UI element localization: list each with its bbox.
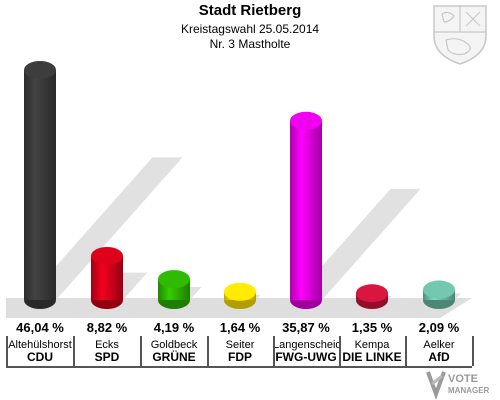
candidate-label-fdp: Seiter <box>225 339 255 351</box>
label-divider <box>472 336 474 366</box>
value-label-spd: 8,82 % <box>86 320 128 335</box>
party-label-fwg-uwg: FWG-UWG <box>275 350 337 364</box>
label-baseline <box>6 366 472 368</box>
label-divider <box>339 336 341 366</box>
candidate-label-afd: Aelker <box>423 339 455 351</box>
value-label-cdu: 46,04 % <box>16 320 64 335</box>
candidate-label-gr-ne: Goldbeck <box>150 339 198 351</box>
bar-die-linke <box>356 284 388 309</box>
party-label-spd: SPD <box>94 350 120 364</box>
candidate-label-spd: Ecks <box>95 339 119 351</box>
bar-afd <box>423 280 455 309</box>
label-divider <box>6 336 8 366</box>
bar-fwg-uwg <box>290 111 322 309</box>
votemanager-logo: VOTE MANAGER <box>426 371 490 400</box>
party-label-afd: AfD <box>428 350 450 364</box>
bar-spd <box>91 246 123 309</box>
value-label-afd: 2,09 % <box>418 320 460 335</box>
party-label-die-linke: DIE LINKE <box>342 350 402 364</box>
coat-of-arms-icon <box>433 5 487 65</box>
label-divider <box>207 336 209 366</box>
label-divider <box>73 336 75 366</box>
bar-gr-ne <box>158 270 190 309</box>
value-label-fwg-uwg: 35,87 % <box>282 320 330 335</box>
logo-text-manager: MANAGER <box>448 386 490 395</box>
bar-shadow-cdu <box>26 157 183 300</box>
chart-subtitle: Kreistagswahl 25.05.2014 <box>180 22 320 36</box>
label-divider <box>140 336 142 366</box>
candidate-label-cdu: Altehülshorst <box>8 339 72 351</box>
value-label-gr-ne: 4,19 % <box>153 320 195 335</box>
bar-fdp <box>224 282 256 309</box>
label-divider <box>405 336 407 366</box>
value-label-die-linke: 1,35 % <box>351 320 393 335</box>
candidate-label-fwg-uwg: Langenscheidt <box>273 339 339 351</box>
bar-shadow-fwg-uwg <box>292 188 421 300</box>
bar-cdu <box>24 61 56 309</box>
candidate-label-die-linke: Kempa <box>354 339 390 351</box>
label-divider <box>273 336 275 366</box>
party-label-gr-ne: GRÜNE <box>152 350 196 364</box>
district-label: Nr. 3 Mastholte <box>209 37 291 51</box>
bars-group <box>24 61 455 309</box>
value-label-fdp: 1,64 % <box>219 320 261 335</box>
chart-title: Stadt Rietberg <box>198 2 302 19</box>
logo-text-vote: VOTE <box>448 373 478 385</box>
party-label-fdp: FDP <box>228 350 252 364</box>
party-label-cdu: CDU <box>27 350 53 364</box>
